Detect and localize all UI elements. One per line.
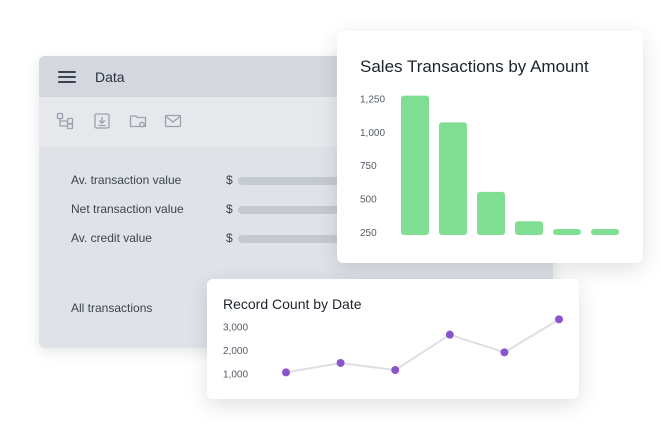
row-label-net-transaction: Net transaction value (71, 202, 184, 216)
data-point[interactable] (336, 358, 345, 367)
hierarchy-icon[interactable] (56, 112, 74, 130)
row-label-av-credit: Av. credit value (71, 231, 152, 245)
value-placeholder-bar (238, 235, 358, 243)
data-point[interactable] (282, 368, 290, 377)
bar[interactable] (553, 229, 581, 235)
download-icon[interactable] (93, 112, 111, 130)
record-chart-title: Record Count by Date (223, 296, 362, 312)
data-panel-title: Data (95, 69, 125, 85)
bar[interactable] (591, 229, 619, 235)
y-tick-label: 1,000 (360, 128, 385, 139)
y-tick-label: 250 (360, 228, 377, 239)
currency-symbol: $ (226, 202, 233, 216)
sales-chart-card: Sales Transactions by Amount 250 500 750 1,… (337, 31, 643, 263)
y-tick-label: 1,000 (223, 370, 248, 381)
series-line (285, 318, 560, 374)
y-tick-label: 500 (360, 195, 377, 206)
row-label-av-transaction: Av. transaction value (71, 173, 182, 187)
record-line-chart: 1,000 2,000 3,000 (223, 315, 563, 381)
value-placeholder-bar (238, 206, 358, 214)
menu-icon[interactable] (58, 71, 76, 83)
mail-icon[interactable] (164, 112, 182, 130)
value-placeholder-bar (238, 177, 358, 185)
data-point[interactable] (445, 330, 454, 339)
bar[interactable] (401, 95, 429, 235)
bar[interactable] (515, 221, 543, 235)
bar[interactable] (477, 191, 505, 235)
row-label-all-transactions: All transactions (71, 301, 153, 315)
sales-bar-chart: 250 500 750 1,000 1,250 (360, 94, 619, 239)
data-point[interactable] (391, 366, 400, 375)
sales-chart-title: Sales Transactions by Amount (360, 57, 589, 76)
y-tick-label: 750 (360, 161, 377, 172)
y-tick-label: 2,000 (223, 346, 248, 357)
currency-symbol: $ (226, 231, 233, 245)
folder-settings-icon[interactable] (129, 112, 147, 130)
bar[interactable] (439, 122, 467, 235)
record-chart-card: Record Count by Date 1,000 2,000 3,000 (207, 279, 579, 399)
y-tick-label: 3,000 (223, 322, 248, 333)
data-point[interactable] (500, 348, 509, 357)
data-point[interactable] (555, 315, 563, 324)
currency-symbol: $ (226, 173, 233, 187)
y-tick-label: 1,250 (360, 94, 385, 105)
